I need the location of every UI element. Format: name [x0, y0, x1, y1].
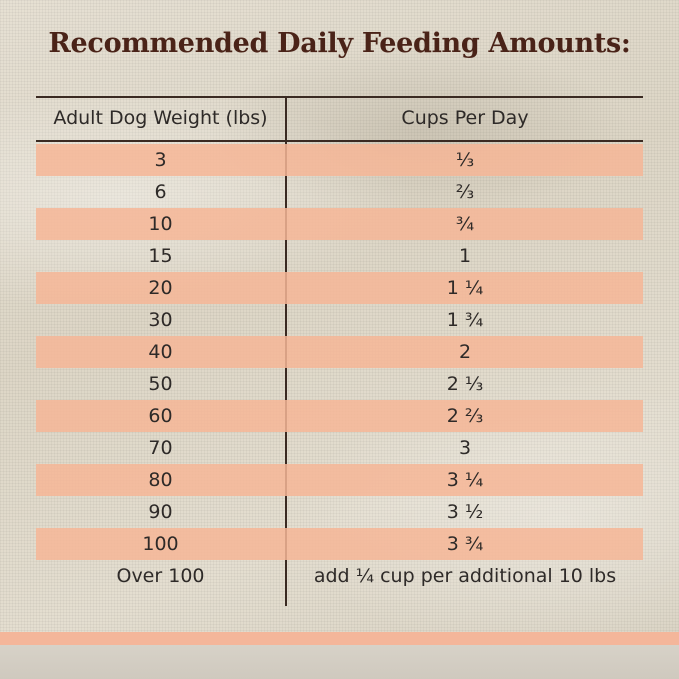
weight-cell: 60 [148, 405, 173, 427]
table-body: 3 ⅓ 6 ⅔ 10 ¾ 15 1 20 1 ¼ 30 1 ¾ 40 2 50 [36, 144, 643, 592]
table-row: 6 ⅔ [36, 176, 643, 208]
table-row: 3 ⅓ [36, 144, 643, 176]
table-top-rule [36, 96, 643, 98]
table-row: 50 2 ⅓ [36, 368, 643, 400]
cups-cell: ⅓ [455, 149, 475, 171]
cups-cell: 1 [458, 245, 472, 267]
page-title: Recommended Daily Feeding Amounts: [48, 28, 631, 59]
table-row: 20 1 ¼ [36, 272, 643, 304]
weight-cell: 80 [148, 469, 173, 491]
header-weight: Adult Dog Weight (lbs) [53, 107, 268, 129]
table-row: 90 3 ½ [36, 496, 643, 528]
weight-cell: 3 [154, 149, 167, 171]
cups-cell: 3 ¼ [446, 469, 484, 491]
cups-cell: ⅔ [455, 181, 475, 203]
table-row: Over 100 add ¼ cup per additional 10 lbs [36, 560, 643, 592]
cups-cell: ¾ [455, 213, 475, 235]
weight-cell: 100 [142, 533, 179, 555]
header-rule [36, 140, 643, 142]
cups-cell: add ¼ cup per additional 10 lbs [313, 565, 617, 587]
header-cups: Cups Per Day [401, 107, 529, 129]
weight-cell: 30 [148, 309, 173, 331]
table-row: 40 2 [36, 336, 643, 368]
weight-cell: 90 [148, 501, 173, 523]
table-row: 10 ¾ [36, 208, 643, 240]
weight-cell: 50 [148, 373, 173, 395]
weight-cell: 40 [148, 341, 173, 363]
feeding-table: Adult Dog Weight (lbs) Cups Per Day 3 ⅓ … [36, 96, 643, 606]
table-row: 15 1 [36, 240, 643, 272]
weight-cell: Over 100 [116, 565, 205, 587]
weight-cell: 70 [148, 437, 173, 459]
cups-cell: 3 ½ [446, 501, 484, 523]
weight-cell: 10 [148, 213, 173, 235]
weight-cell: 15 [148, 245, 173, 267]
weight-cell: 6 [154, 181, 167, 203]
weight-cell: 20 [148, 277, 173, 299]
table-row: 70 3 [36, 432, 643, 464]
cups-cell: 3 [458, 437, 472, 459]
cups-cell: 1 ¾ [446, 309, 484, 331]
bottom-floor [0, 645, 679, 679]
cups-cell: 2 ⅓ [446, 373, 484, 395]
cups-cell: 2 ⅔ [446, 405, 484, 427]
bottom-accent-band [0, 632, 679, 645]
cups-cell: 3 ¾ [446, 533, 484, 555]
table-row: 60 2 ⅔ [36, 400, 643, 432]
table-row: 80 3 ¼ [36, 464, 643, 496]
table-row: 30 1 ¾ [36, 304, 643, 336]
cups-cell: 2 [458, 341, 472, 363]
table-row: 100 3 ¾ [36, 528, 643, 560]
cups-cell: 1 ¼ [446, 277, 484, 299]
